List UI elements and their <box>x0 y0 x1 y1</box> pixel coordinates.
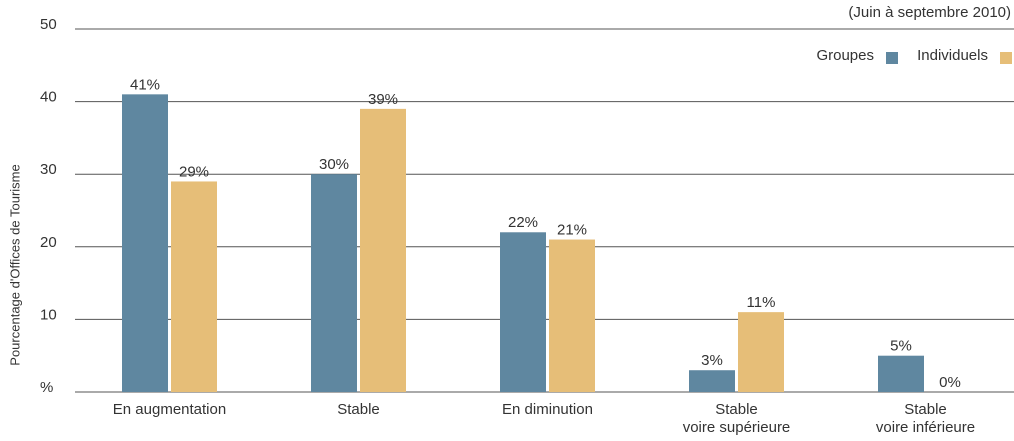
bar <box>122 94 168 392</box>
legend-swatch <box>1000 52 1012 64</box>
y-tick-label: % <box>40 379 53 396</box>
value-label: 21% <box>557 222 587 239</box>
y-tick-label: 40 <box>40 89 57 106</box>
value-label: 30% <box>319 156 349 173</box>
x-tick-label: Stable voire inférieure <box>876 401 975 436</box>
bar <box>878 355 924 392</box>
legend-swatch <box>886 52 898 64</box>
value-label: 5% <box>890 338 912 355</box>
y-tick-label: 30 <box>40 161 57 178</box>
legend-label: Groupes <box>816 47 874 64</box>
value-label: 0% <box>939 374 961 391</box>
x-tick-label: Stable <box>337 401 380 418</box>
value-label: 39% <box>368 91 398 108</box>
bar <box>311 174 357 392</box>
chart-subtitle: (Juin à septembre 2010) <box>848 4 1011 21</box>
value-label: 3% <box>701 352 723 369</box>
bar <box>689 370 735 392</box>
value-label: 22% <box>508 214 538 231</box>
bar <box>360 108 406 393</box>
value-label: 11% <box>747 294 776 311</box>
x-tick-label: En diminution <box>502 401 593 418</box>
bar <box>549 239 595 392</box>
y-tick-label: 10 <box>40 306 57 323</box>
value-label: 41% <box>130 76 160 93</box>
value-label: 29% <box>179 163 209 180</box>
bar <box>500 232 546 392</box>
legend-label: Individuels <box>917 47 988 64</box>
bar <box>738 312 784 392</box>
y-tick-label: 50 <box>40 16 57 33</box>
y-axis-label: Pourcentage d'Offices de Tourisme <box>7 164 22 365</box>
bar <box>171 181 217 392</box>
y-tick-label: 20 <box>40 234 57 251</box>
x-tick-label: Stable voire supérieure <box>683 401 791 436</box>
x-tick-label: En augmentation <box>113 401 226 418</box>
